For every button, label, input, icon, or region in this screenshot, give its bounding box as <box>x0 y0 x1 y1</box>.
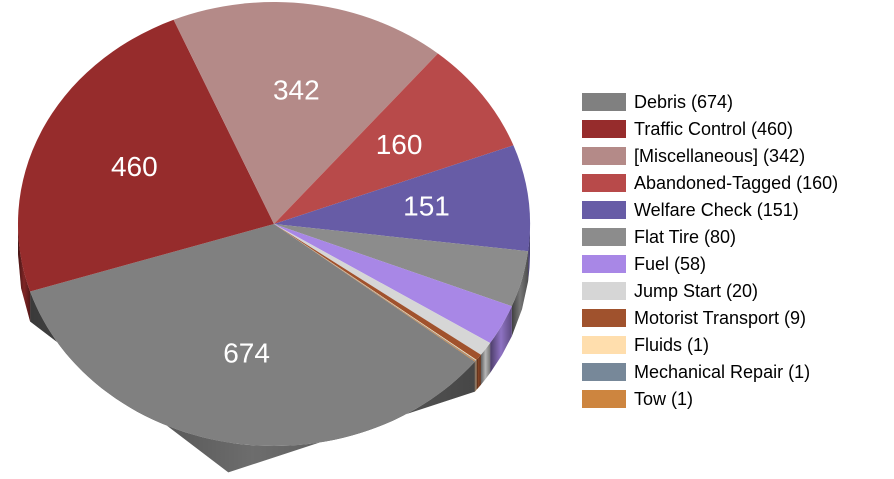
slice <box>274 145 531 252</box>
legend-label: Motorist Transport (9) <box>634 308 806 328</box>
slice-label: 160 <box>376 129 423 160</box>
legend: Debris (674) Traffic Control (460) [Miscel… <box>582 92 838 409</box>
legend-swatch <box>582 147 626 165</box>
legend-swatch <box>582 309 626 327</box>
slice-side-shade <box>511 251 529 337</box>
slice-side-shade <box>490 306 512 373</box>
slice <box>173 2 438 225</box>
legend-label: Welfare Check (151) <box>634 200 799 220</box>
legend-label: Jump Start (20) <box>634 281 758 301</box>
slice <box>30 224 475 447</box>
legend-swatch <box>582 255 626 273</box>
legend-swatch <box>582 228 626 246</box>
slice <box>274 224 476 362</box>
legend-label: Fuel (58) <box>634 254 706 274</box>
legend-label: Debris (674) <box>634 92 733 112</box>
slice-side-shade <box>480 343 491 385</box>
slice <box>17 19 274 292</box>
slice-side-shade <box>528 224 530 282</box>
legend-label: Fluids (1) <box>634 335 709 355</box>
slice-side-shade <box>475 359 477 391</box>
slice-side-shade <box>18 224 31 322</box>
slice <box>274 224 512 343</box>
slice <box>274 224 529 307</box>
legend-swatch <box>582 201 626 219</box>
slice <box>274 53 514 224</box>
legend-swatch <box>582 93 626 111</box>
legend-label: Traffic Control (460) <box>634 119 793 139</box>
slice-label: 151 <box>403 190 450 221</box>
legend-label: Abandoned-Tagged (160) <box>634 173 838 193</box>
slice <box>274 224 491 355</box>
legend-swatch <box>582 363 626 381</box>
legend-label: Flat Tire (80) <box>634 227 736 247</box>
slice <box>274 224 481 360</box>
slice-side-shade <box>474 361 476 392</box>
slice <box>274 224 476 361</box>
legend-swatch <box>582 336 626 354</box>
legend-label: Tow (1) <box>634 389 693 409</box>
legend-label: [Miscellaneous] (342) <box>634 146 805 166</box>
legend-swatch <box>582 390 626 408</box>
legend-swatch <box>582 282 626 300</box>
slice-label: 674 <box>223 337 270 368</box>
slice-side-shade <box>476 354 481 390</box>
legend-swatch <box>582 120 626 138</box>
legend-swatch <box>582 174 626 192</box>
slice-side-shade <box>475 360 476 391</box>
slice-label: 460 <box>111 151 158 182</box>
slice <box>274 224 477 361</box>
legend-label: Mechanical Repair (1) <box>634 362 810 382</box>
slice-label: 342 <box>273 75 320 106</box>
pie: 674 460 342 160 151 <box>17 2 531 473</box>
